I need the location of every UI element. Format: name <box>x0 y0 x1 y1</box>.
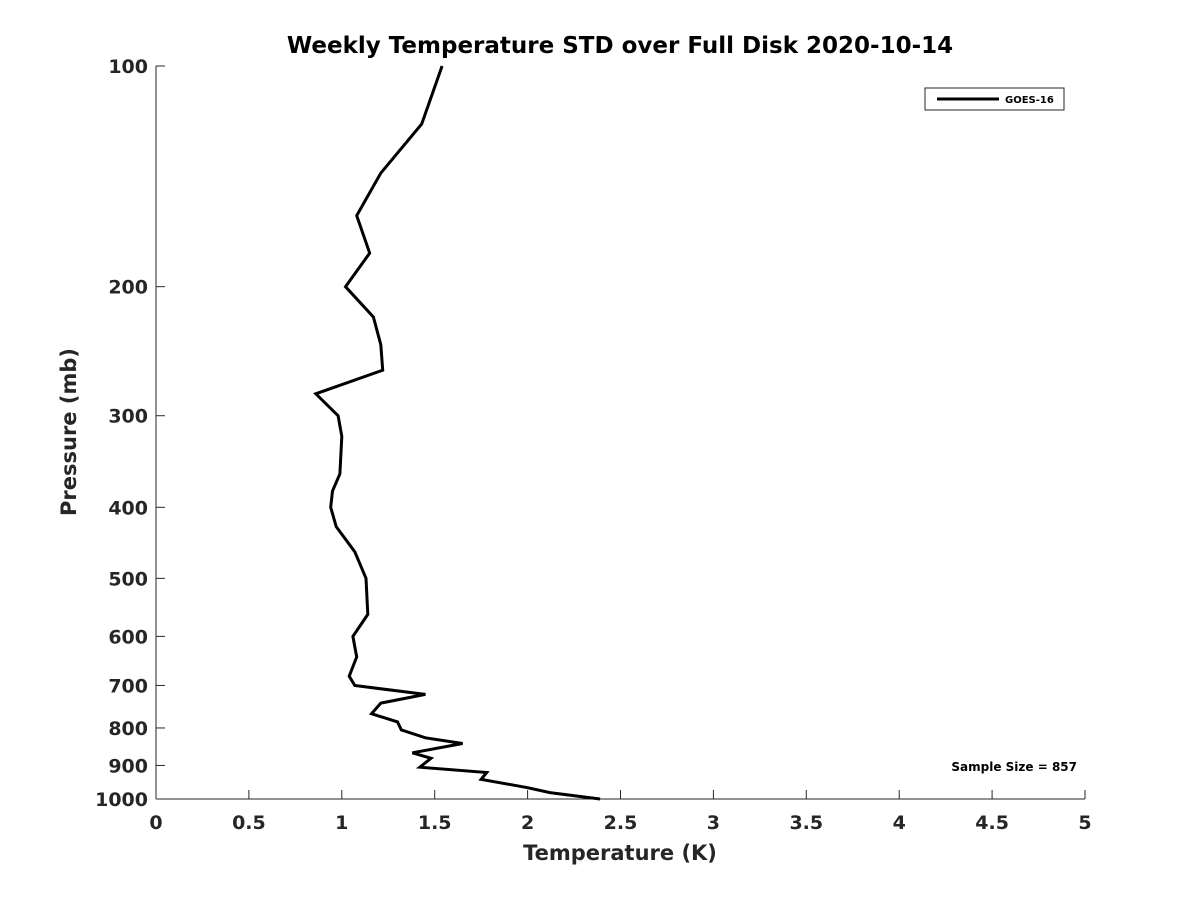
y-tick-label: 300 <box>108 406 148 428</box>
x-tick-label: 3 <box>707 812 720 834</box>
series-line-goes-16 <box>313 65 601 801</box>
x-tick-label: 2 <box>521 812 534 834</box>
x-tick-label: 0.5 <box>232 812 266 834</box>
x-tick-label: 2.5 <box>604 812 638 834</box>
series-lines <box>313 65 601 801</box>
y-tick-label: 400 <box>108 497 148 519</box>
x-tick-label: 1.5 <box>418 812 452 834</box>
legend[interactable]: GOES-16 <box>924 87 1065 111</box>
y-tick-label: 700 <box>108 675 148 697</box>
y-ticks: 100 200 300 400 500 600 700 800 900 1000 <box>95 56 165 811</box>
x-tick-label: 3.5 <box>789 812 823 834</box>
x-axis-label: Temperature (K) <box>523 841 717 865</box>
y-axis-label: Pressure (mb) <box>57 348 81 516</box>
x-tick-label: 1 <box>335 812 348 834</box>
y-tick-label: 600 <box>108 626 148 648</box>
chart-title: Weekly Temperature STD over Full Disk 20… <box>287 33 953 59</box>
y-tick-label: 800 <box>108 718 148 740</box>
x-ticks: 0 0.5 1 1.5 2 2.5 3 3.5 4 4.5 5 <box>149 790 1092 834</box>
y-tick-label: 100 <box>108 56 148 78</box>
x-tick-label: 0 <box>149 812 162 834</box>
y-tick-label: 1000 <box>95 789 148 811</box>
x-tick-label: 4.5 <box>975 812 1009 834</box>
legend-label-goes-16: GOES-16 <box>1005 95 1054 106</box>
x-tick-label: 4 <box>893 812 906 834</box>
y-tick-label: 900 <box>108 755 148 777</box>
y-tick-label: 500 <box>108 568 148 590</box>
axes <box>155 66 1085 800</box>
y-tick-label: 200 <box>108 277 148 299</box>
sample-size-annotation: Sample Size = 857 <box>951 760 1077 774</box>
x-tick-label: 5 <box>1078 812 1091 834</box>
